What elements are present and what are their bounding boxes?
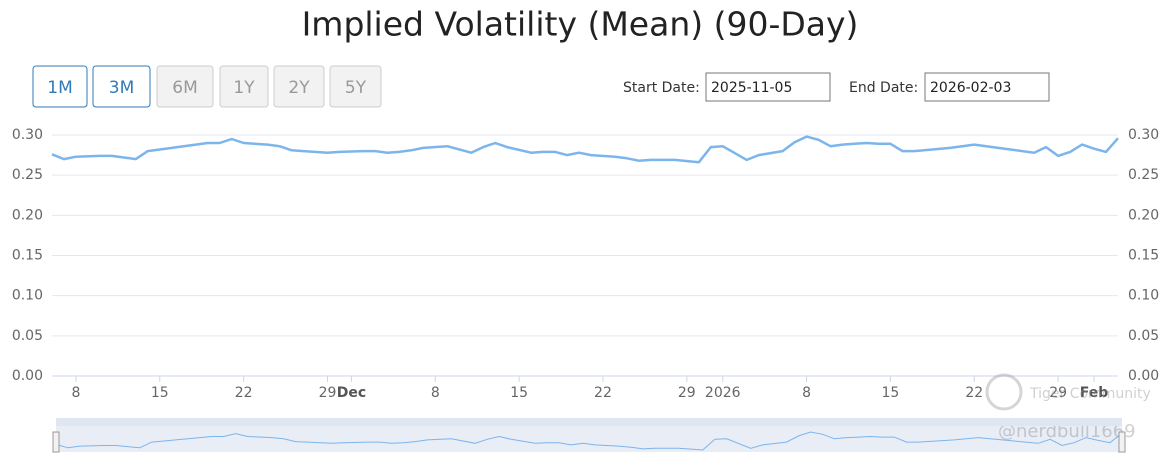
range-button[interactable] — [92, 65, 151, 108]
navigator-line — [55, 431, 1123, 451]
watermark: @nerdbull1669 — [998, 421, 1136, 442]
range-button-label[interactable]: 1M — [47, 78, 72, 98]
x-tick-label: 8 — [431, 385, 440, 401]
y2-tick-label: 0.00 — [1128, 368, 1159, 384]
x-tick-label: 15 — [510, 385, 528, 401]
y-tick-label: 0.20 — [12, 207, 43, 223]
navigator-mask — [56, 426, 1122, 452]
x-tick-label: 22 — [235, 385, 253, 401]
x-tick-label: 8 — [71, 385, 80, 401]
range-button[interactable] — [32, 65, 88, 108]
x-tick-label: 15 — [151, 385, 169, 401]
y2-tick-label: 0.20 — [1128, 207, 1159, 223]
navigator-handle[interactable] — [1118, 431, 1126, 453]
range-button — [156, 65, 214, 108]
range-button — [219, 65, 269, 108]
chart-title: Implied Volatility (Mean) (90-Day) — [302, 5, 859, 44]
x-tick-label: 8 — [802, 385, 811, 401]
y2-tick-label: 0.30 — [1128, 127, 1159, 143]
start-date-input[interactable] — [705, 72, 831, 102]
y-tick-label: 0.05 — [12, 328, 43, 344]
range-button — [273, 65, 325, 108]
range-button-label[interactable]: 3M — [109, 78, 134, 98]
start-date-value[interactable]: 2025-11-05 — [711, 80, 792, 96]
y2-tick-label: 0.05 — [1128, 328, 1159, 344]
navigator-handle[interactable] — [52, 431, 60, 453]
range-button-label: 1Y — [233, 78, 255, 98]
end-date-value[interactable]: 2026-02-03 — [930, 80, 1011, 96]
y2-tick-label: 0.25 — [1128, 167, 1159, 183]
navigator-scrollbar[interactable] — [56, 418, 1122, 426]
y-tick-label: 0.00 — [12, 368, 43, 384]
range-button-label: 2Y — [288, 78, 310, 98]
y-tick-label: 0.15 — [12, 248, 43, 264]
series-line — [51, 135, 1119, 164]
x-tick-label: 29 — [678, 385, 696, 401]
start-date-label: Start Date: — [623, 80, 700, 96]
x-tick-label: 22 — [594, 385, 612, 401]
range-button-label: 5Y — [345, 78, 367, 98]
y-tick-label: 0.25 — [12, 167, 43, 183]
end-date-label: End Date: — [849, 80, 918, 96]
watermark-logo — [985, 373, 1023, 411]
x-tick-label: 15 — [882, 385, 900, 401]
x-tick-label: 29 — [319, 385, 337, 401]
range-button-label: 6M — [172, 78, 197, 98]
range-button — [329, 65, 382, 108]
x-tick-label: Dec — [337, 385, 366, 401]
x-tick-label: 29 — [1049, 385, 1067, 401]
y2-tick-label: 0.15 — [1128, 248, 1159, 264]
y-tick-label: 0.30 — [12, 127, 43, 143]
watermark: Tiger Community — [1029, 386, 1151, 402]
end-date-input[interactable] — [924, 72, 1050, 102]
y-tick-label: 0.10 — [12, 288, 43, 304]
x-tick-label: 2026 — [705, 385, 741, 401]
x-tick-label: 22 — [965, 385, 983, 401]
x-tick-label: Feb — [1080, 385, 1109, 401]
y2-tick-label: 0.10 — [1128, 288, 1159, 304]
